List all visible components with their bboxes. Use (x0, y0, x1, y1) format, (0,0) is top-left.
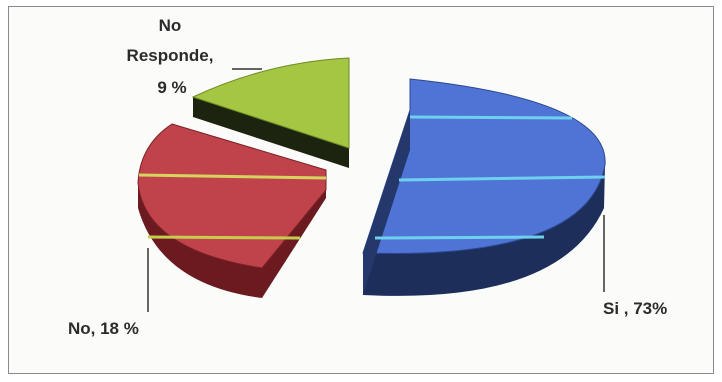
slice-no-top (137, 123, 327, 269)
slice-si-front-side (363, 110, 410, 295)
label-si: Si , 73% (603, 299, 667, 318)
slice-no (137, 123, 327, 298)
slice-si (362, 78, 606, 296)
slice-si-side (363, 165, 605, 296)
slice-si-top (362, 78, 606, 254)
slice-no-responde-top (191, 57, 350, 149)
slice-si-stripe-1 (409, 115, 573, 120)
label-no-responde-line2: Responde, (127, 46, 214, 65)
slice-si-stripe-3 (374, 235, 545, 240)
slice-no-responde (191, 57, 350, 168)
label-no-responde-line1: No (159, 16, 182, 35)
label-no: No, 18 % (68, 319, 139, 338)
slice-no-stripe-2 (147, 235, 301, 240)
slice-si-stripe-2 (398, 175, 606, 182)
slice-no-stripe-1 (138, 173, 327, 180)
label-no-responde-line3: 9 % (157, 78, 186, 97)
